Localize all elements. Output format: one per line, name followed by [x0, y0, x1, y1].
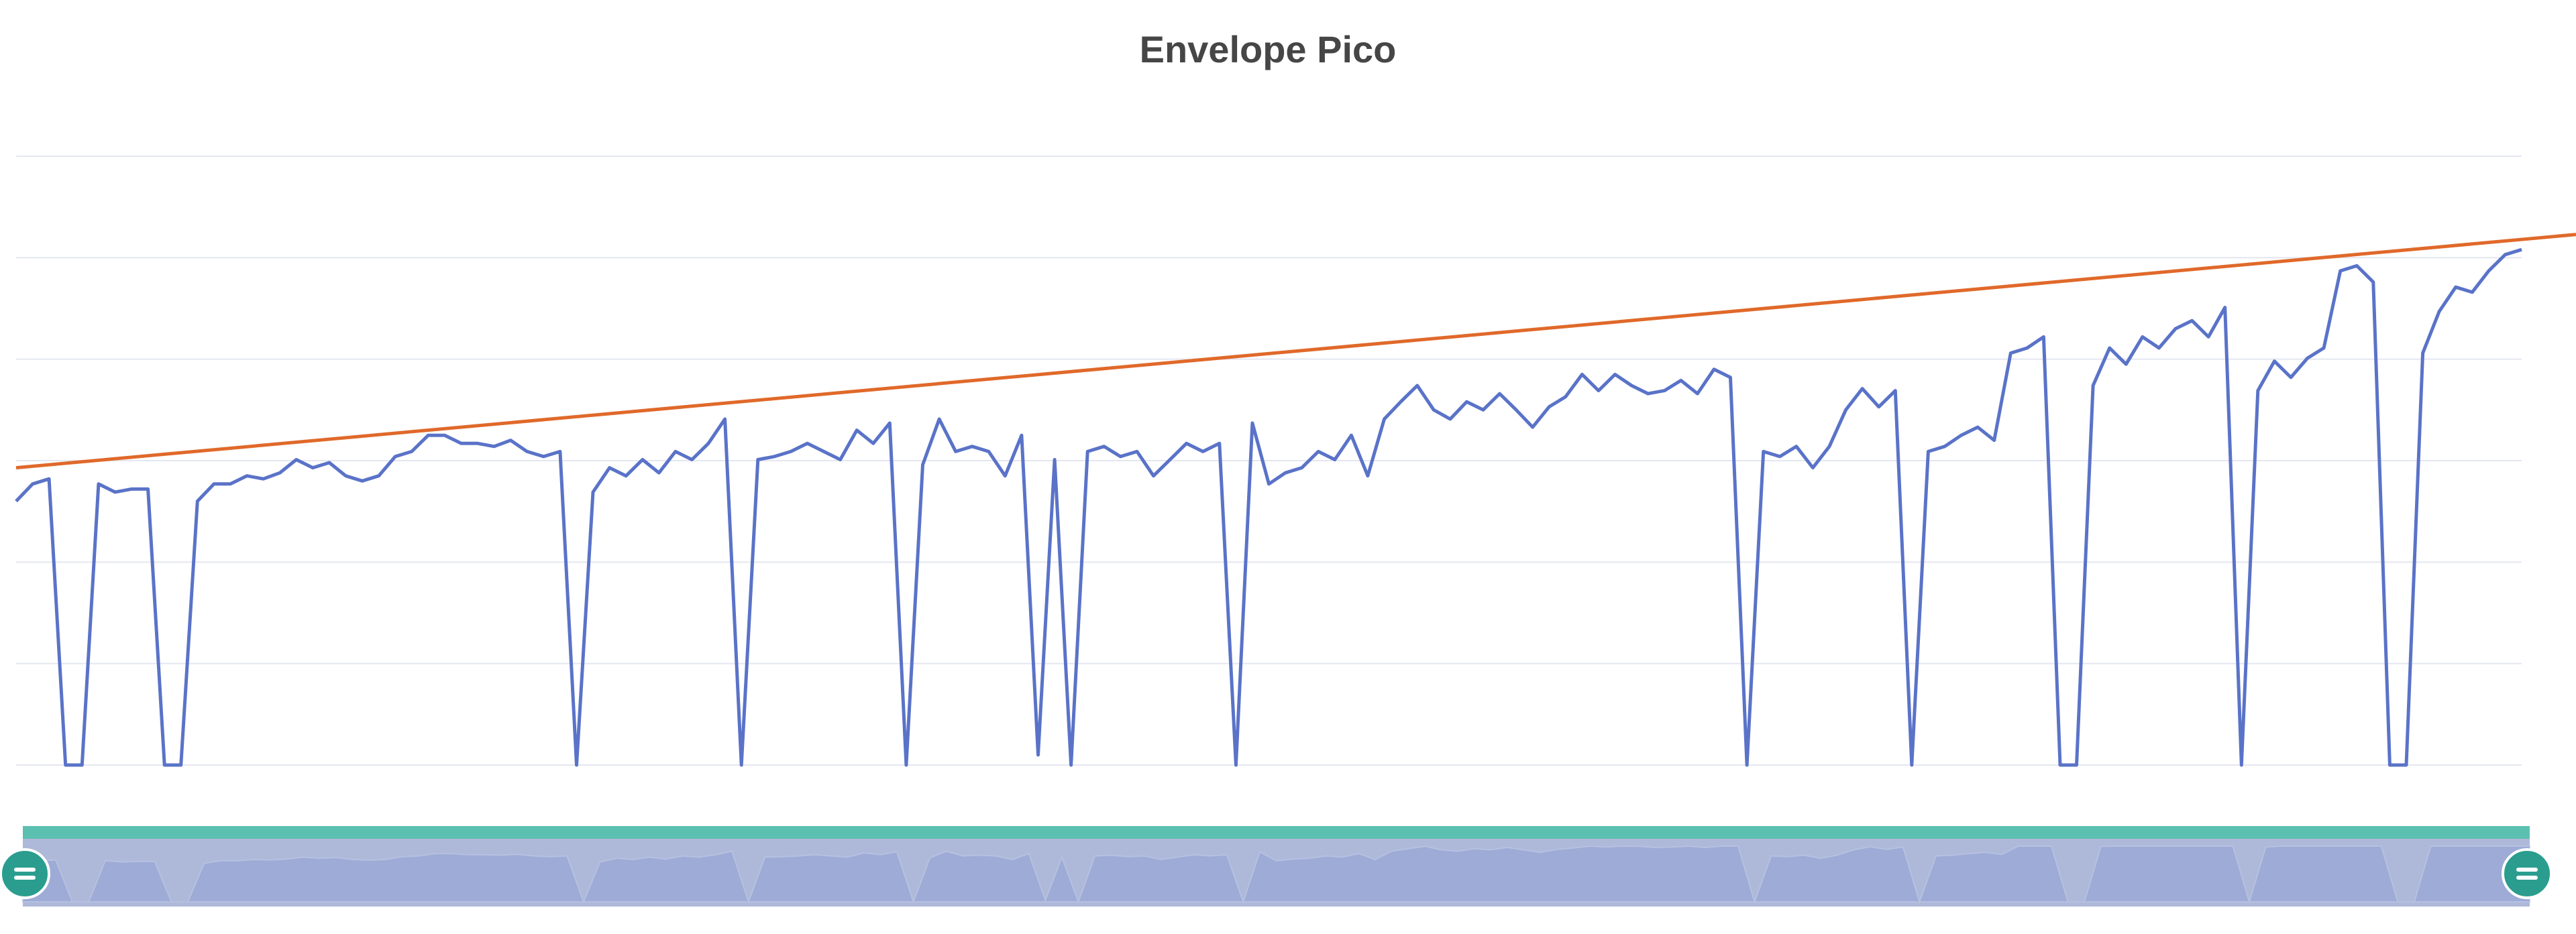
slider-data-shadow — [22, 845, 2530, 904]
trend-line — [15, 233, 2576, 470]
handle-grip — [14, 876, 36, 880]
chart-title: Envelope Pico — [1140, 28, 1397, 70]
slider-handle-right[interactable] — [2502, 848, 2553, 899]
data-line — [15, 247, 2522, 767]
handle-knob — [0, 848, 50, 899]
slider-handle-left[interactable] — [0, 848, 50, 899]
handle-grip — [2516, 876, 2538, 880]
slider-bar[interactable] — [23, 826, 2530, 839]
data-zoom-slider[interactable] — [0, 826, 2553, 907]
handle-grip — [14, 868, 36, 872]
handle-grip — [2516, 868, 2538, 872]
handle-knob — [2502, 848, 2553, 899]
